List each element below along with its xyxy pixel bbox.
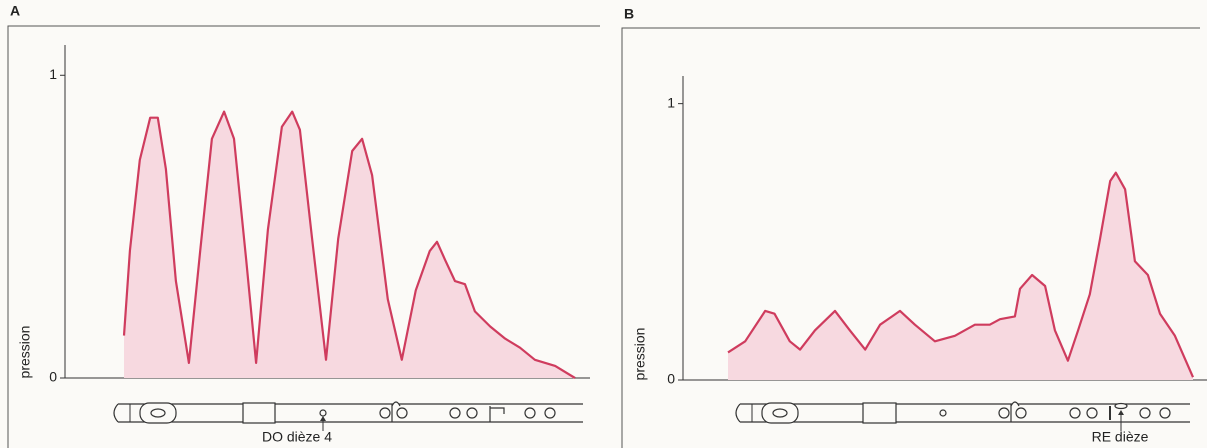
annotation: RE dièze bbox=[1092, 429, 1149, 445]
y-axis-label: pression bbox=[17, 326, 33, 379]
area-fill bbox=[124, 111, 575, 378]
flute bbox=[113, 401, 583, 431]
y-tick-label: 0 bbox=[49, 369, 57, 385]
y-tick-label: 0 bbox=[667, 371, 675, 387]
panel-frame bbox=[7, 25, 600, 448]
y-axis-label: pression bbox=[632, 328, 648, 381]
curve bbox=[122, 110, 576, 379]
annotation: DO dièze 4 bbox=[262, 429, 332, 445]
y-tick-label: 1 bbox=[667, 94, 675, 110]
panel-label: A bbox=[10, 3, 20, 19]
y-tick-label: 1 bbox=[49, 66, 57, 82]
panel-frame bbox=[621, 27, 1200, 448]
panel-label: B bbox=[624, 6, 634, 22]
area-fill bbox=[728, 172, 1193, 380]
curve bbox=[727, 171, 1195, 378]
flute bbox=[735, 401, 1190, 431]
